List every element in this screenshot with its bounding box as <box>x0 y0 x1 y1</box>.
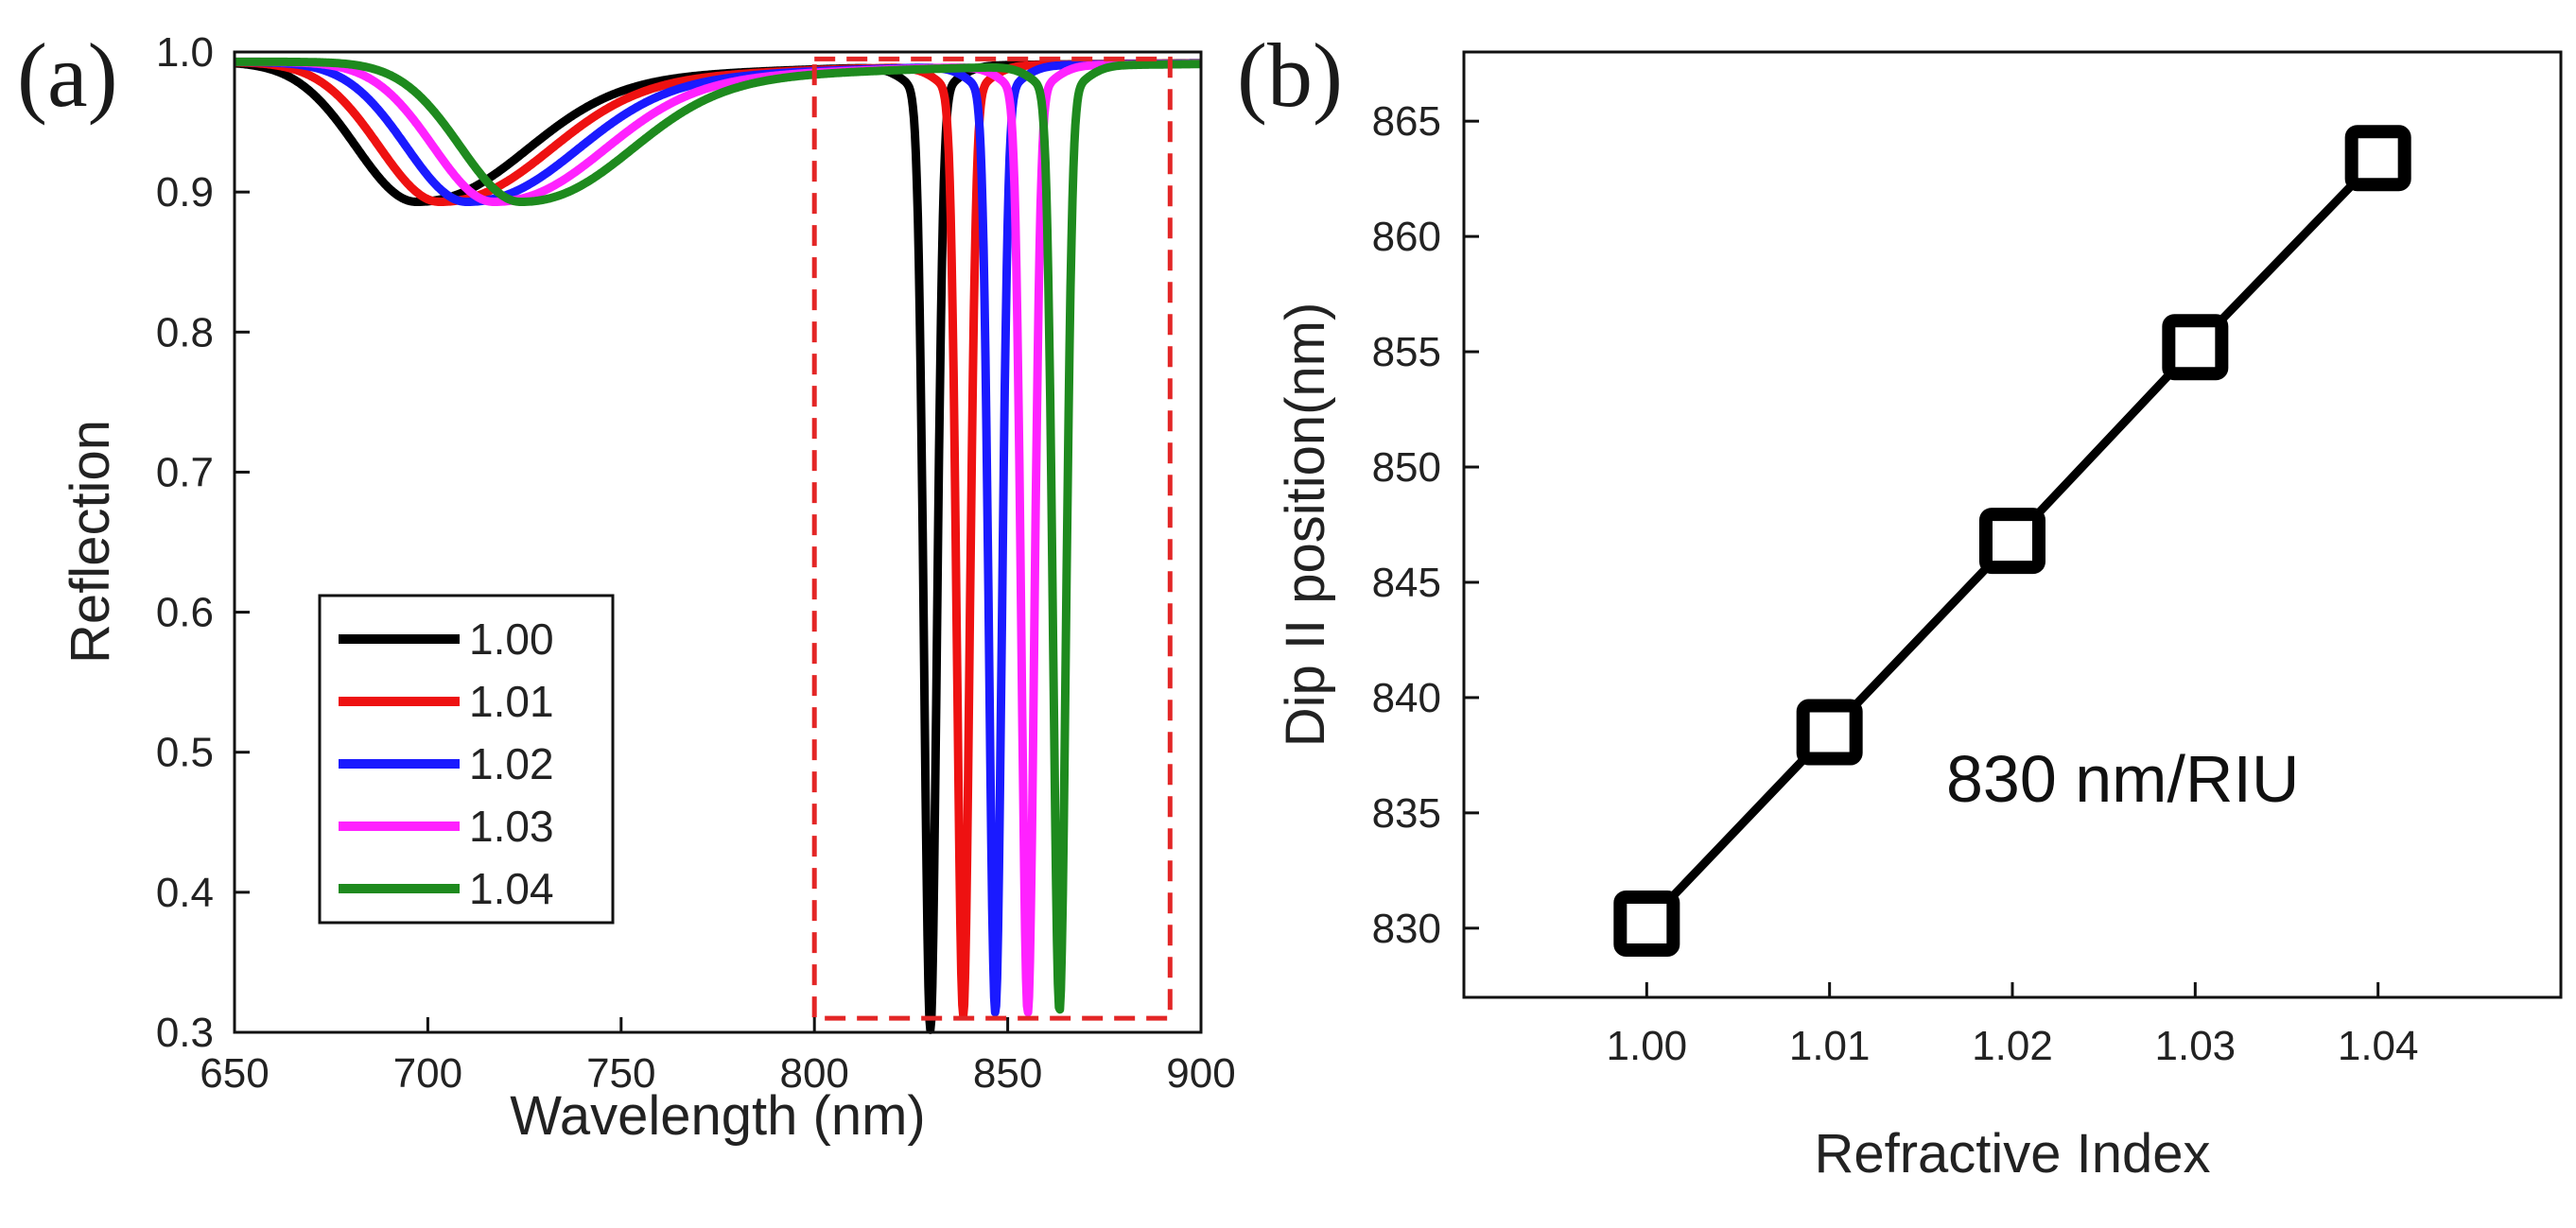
panel-b-x-ticks: 1.00 1.01 1.02 1.03 1.04 <box>1607 982 2419 1069</box>
data-point-marker <box>1613 890 1680 957</box>
y-tick-label: 0.9 <box>156 169 214 216</box>
spectrum-line-1.04 <box>231 57 1205 1014</box>
panel-a-y-axis-title: Reflection <box>60 420 121 664</box>
panel-b-dip-position: (b) 1.00 1.01 1.02 1.03 1.04 830 835 840 845 850… <box>1237 25 2563 1185</box>
y-tick-label: 835 <box>1372 790 1441 837</box>
x-tick-label: 900 <box>1166 1050 1235 1097</box>
x-tick-label: 750 <box>586 1050 655 1097</box>
legend-label: 1.00 <box>469 614 554 664</box>
y-tick-label: 860 <box>1372 214 1441 260</box>
legend-label: 1.04 <box>469 864 554 913</box>
panel-a-legend: 1.00 1.01 1.02 1.03 1.04 <box>318 594 615 925</box>
panel-a-x-ticks: 650 700 750 800 850 900 <box>200 1017 1236 1097</box>
spectrum-line-1.03 <box>231 57 1205 1017</box>
x-tick-label: 850 <box>973 1050 1042 1097</box>
panel-b-y-axis-title: Dip II position(nm) <box>1275 303 1336 748</box>
y-tick-label: 0.4 <box>156 870 214 916</box>
sensitivity-annotation: 830 nm/RIU <box>1946 742 2299 816</box>
panel-b-markers <box>1613 125 2411 957</box>
legend-label: 1.02 <box>469 739 554 788</box>
panel-a-reflection-spectra: (a) 650 700 750 800 850 900 0.30.40.50.60.70.… <box>17 25 1236 1147</box>
panel-a-plot-frame <box>233 50 1203 1034</box>
y-tick-label: 865 <box>1372 98 1441 145</box>
x-tick-label: 1.01 <box>1789 1023 1871 1069</box>
y-tick-label: 830 <box>1372 906 1441 952</box>
panel-a-x-axis-title: Wavelength (nm) <box>510 1085 925 1147</box>
x-tick-label: 650 <box>200 1050 269 1097</box>
y-tick-label: 850 <box>1372 444 1441 491</box>
y-tick-label: 840 <box>1372 675 1441 721</box>
panel-a-label: (a) <box>17 25 118 126</box>
panel-b-y-ticks: 830 835 840 845 850 855 860 865 <box>1372 98 1479 952</box>
x-tick-label: 800 <box>779 1050 848 1097</box>
spectrum-line-1.02 <box>231 58 1205 1017</box>
x-tick-label: 1.04 <box>2338 1023 2419 1069</box>
y-tick-label: 855 <box>1372 329 1441 375</box>
y-tick-label: 0.3 <box>156 1010 214 1056</box>
panel-b-x-axis-title: Refractive Index <box>1814 1123 2210 1185</box>
data-point-marker <box>2344 125 2411 192</box>
legend-label: 1.03 <box>469 802 554 851</box>
y-tick-label: 845 <box>1372 560 1441 606</box>
panel-b-label: (b) <box>1237 25 1343 126</box>
legend-label: 1.01 <box>469 677 554 726</box>
y-tick-label: 0.7 <box>156 449 214 495</box>
data-point-marker <box>2162 314 2229 381</box>
panel-a-y-ticks: 0.3 0.4 0.5 0.6 0.7 0.8 0.9 1.0 <box>156 29 250 1056</box>
y-tick-label: 0.6 <box>156 590 214 636</box>
x-tick-label: 1.00 <box>1607 1023 1688 1069</box>
y-tick-label: 1.0 <box>156 29 214 76</box>
y-tick-label: 0.5 <box>156 730 214 776</box>
x-tick-label: 1.02 <box>1972 1023 2053 1069</box>
panel-a-highlight-box <box>811 56 1173 1021</box>
y-tick-label: 0.8 <box>156 309 214 355</box>
x-tick-label: 1.03 <box>2155 1023 2237 1069</box>
data-point-marker <box>1979 508 2045 575</box>
x-tick-label: 700 <box>393 1050 462 1097</box>
data-point-marker <box>1796 699 1863 766</box>
panel-a-curves <box>231 57 1205 1034</box>
